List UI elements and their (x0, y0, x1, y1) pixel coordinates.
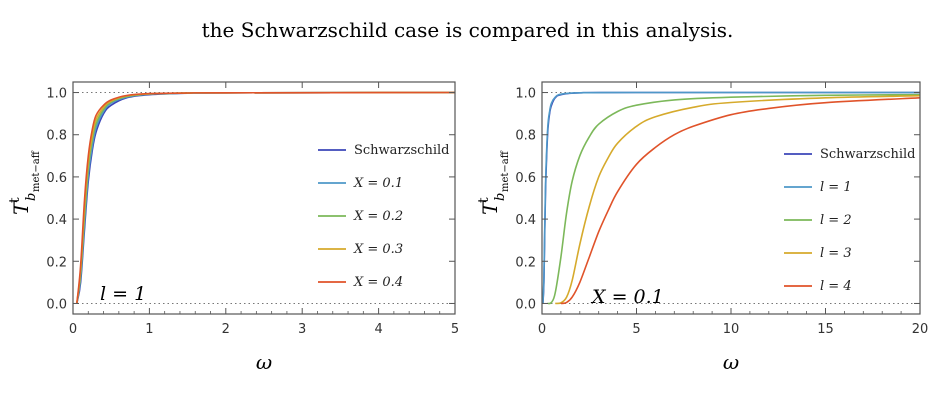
series-line-1 (76, 91, 456, 304)
x-tick-label: 3 (298, 322, 306, 337)
series-line-4 (555, 94, 921, 305)
x-tick-label: 1 (145, 322, 153, 337)
panel-annotation: X = 0.1 (590, 286, 664, 308)
legend-label-4: X = 0.3 (353, 242, 403, 257)
legend-label-2: X = 0.1 (353, 176, 403, 191)
x-tick-label: 5 (451, 322, 459, 337)
y-axis-title-main: T (9, 200, 33, 215)
x-tick-label: 4 (374, 322, 382, 337)
series-line-4 (76, 91, 456, 304)
series-line-2 (542, 91, 920, 304)
legend-label-1: Schwarzschild (354, 143, 449, 158)
legend-label-3: X = 0.2 (353, 209, 403, 224)
plot-frame (541, 81, 921, 315)
x-tick-label: 5 (632, 322, 640, 337)
x-tick-label: 20 (912, 322, 929, 337)
x-tick-label: 15 (817, 322, 834, 337)
y-axis-title-main: T (478, 200, 502, 215)
x-tick-label: 0 (538, 322, 546, 337)
y-axis-title-sub: b (493, 193, 508, 201)
y-tick-label: 0.4 (515, 213, 536, 228)
legend-label-1: Schwarzschild (820, 147, 915, 162)
y-axis-title-sup: t (476, 197, 492, 203)
y-axis-title-sub: b (24, 193, 39, 201)
legend-label-5: l = 4 (820, 279, 852, 294)
series-line-3 (76, 91, 456, 304)
legend-label-5: X = 0.4 (353, 275, 403, 290)
legend-label-2: l = 1 (820, 180, 852, 195)
y-tick-label: 1.0 (46, 87, 67, 102)
y-tick-label: 0.6 (515, 171, 536, 186)
plot-frame (72, 81, 456, 315)
figure-caption: the Schwarzschild case is compared in th… (201, 18, 734, 42)
y-axis-title-sup: t (7, 197, 23, 203)
series-line-3 (547, 93, 921, 305)
y-tick-label: 0.0 (46, 297, 67, 312)
y-tick-label: 1.0 (515, 87, 536, 102)
series-line-5 (560, 97, 921, 305)
panel-annotation: l = 1 (100, 283, 146, 305)
x-axis-title: ω (256, 350, 272, 374)
legend-label-3: l = 2 (820, 213, 852, 228)
y-tick-label: 0.4 (46, 213, 67, 228)
y-tick-label: 0.2 (515, 255, 536, 270)
x-tick-label: 10 (723, 322, 740, 337)
y-axis-title-subsub: met−aff (31, 150, 42, 192)
x-axis-title: ω (723, 350, 739, 374)
series-line-5 (76, 91, 456, 304)
series-line-2 (76, 91, 456, 304)
y-tick-label: 0.8 (46, 129, 67, 144)
x-tick-label: 2 (222, 322, 230, 337)
y-axis-title-subsub: met−aff (500, 150, 511, 192)
y-tick-label: 0.0 (515, 297, 536, 312)
legend-label-4: l = 3 (820, 246, 852, 261)
y-tick-label: 0.8 (515, 129, 536, 144)
y-tick-label: 0.2 (46, 255, 67, 270)
x-tick-label: 0 (69, 322, 77, 337)
y-tick-label: 0.6 (46, 171, 67, 186)
